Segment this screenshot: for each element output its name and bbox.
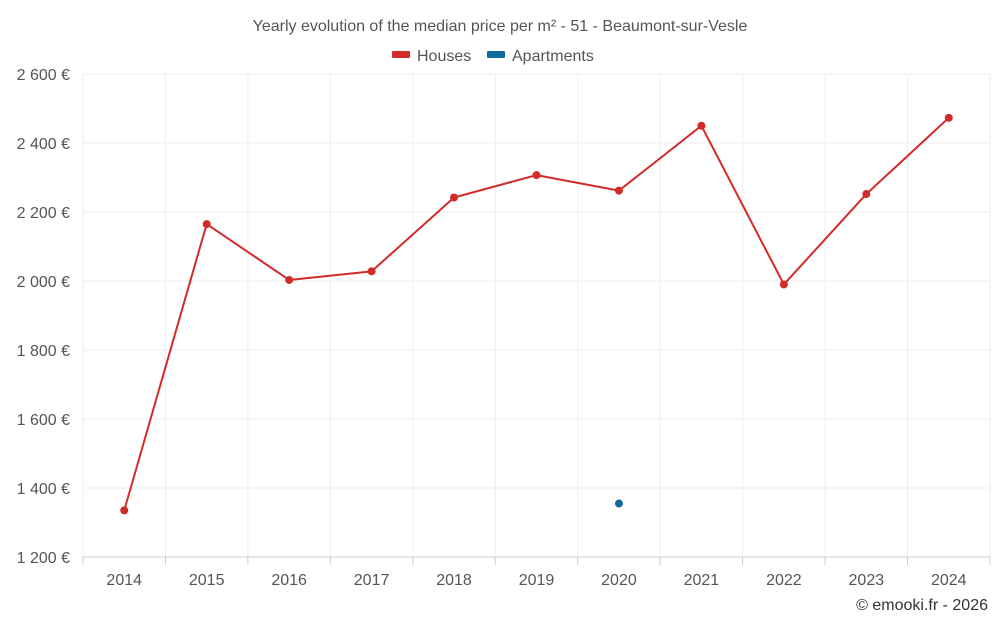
data-point-houses[interactable] — [285, 275, 294, 284]
data-point-houses[interactable] — [367, 267, 376, 276]
x-tick-label: 2017 — [354, 572, 390, 589]
legend-item-houses[interactable]: Houses — [392, 48, 471, 65]
y-axis: 1 200 € 1 400 € 1 600 € 1 800 € 2 000 € 2 200… — [17, 67, 70, 567]
legend-label-houses: Houses — [417, 48, 471, 65]
legend-swatch-apartments — [487, 51, 505, 58]
y-tick-label: 2 600 € — [17, 67, 70, 84]
legend-label-apartments: Apartments — [512, 48, 594, 65]
data-point-houses[interactable] — [944, 113, 953, 122]
data-point-houses[interactable] — [697, 121, 706, 130]
data-point-houses[interactable] — [862, 190, 871, 199]
data-point-houses[interactable] — [202, 220, 211, 229]
y-tick-label: 2 000 € — [17, 274, 70, 291]
series-layer — [120, 113, 953, 515]
chart-title: Yearly evolution of the median price per… — [253, 18, 748, 35]
data-point-houses[interactable] — [614, 186, 623, 195]
x-tick-label: 2023 — [849, 572, 885, 589]
x-tick-label: 2016 — [271, 572, 307, 589]
legend-item-apartments[interactable]: Apartments — [487, 48, 594, 65]
x-tick-label: 2018 — [436, 572, 472, 589]
y-tick-label: 1 200 € — [17, 550, 70, 567]
y-tick-label: 2 400 € — [17, 136, 70, 153]
x-axis: 2014 2015 2016 2017 2018 2019 2020 2021 2022 2023… — [82, 556, 991, 589]
data-point-houses[interactable] — [532, 171, 541, 180]
x-tick-label: 2014 — [106, 572, 142, 589]
legend: Houses Apartments — [392, 48, 594, 65]
series-apartments — [614, 499, 623, 508]
y-tick-label: 1 800 € — [17, 343, 70, 360]
data-point-houses[interactable] — [450, 193, 459, 202]
grid — [82, 73, 991, 557]
y-tick-label: 2 200 € — [17, 205, 70, 222]
y-tick-label: 1 400 € — [17, 481, 70, 498]
data-point-houses[interactable] — [779, 280, 788, 289]
x-tick-label: 2022 — [766, 572, 802, 589]
data-point-apartments[interactable] — [614, 499, 623, 508]
x-tick-label: 2019 — [519, 572, 555, 589]
x-tick-label: 2021 — [684, 572, 720, 589]
y-tick-label: 1 600 € — [17, 412, 70, 429]
legend-swatch-houses — [392, 51, 410, 58]
series-houses — [120, 113, 953, 515]
credit-text: © emooki.fr - 2026 — [856, 597, 988, 614]
x-tick-label: 2020 — [601, 572, 637, 589]
x-tick-label: 2015 — [189, 572, 225, 589]
data-point-houses[interactable] — [120, 506, 129, 515]
x-tick-label: 2024 — [931, 572, 967, 589]
